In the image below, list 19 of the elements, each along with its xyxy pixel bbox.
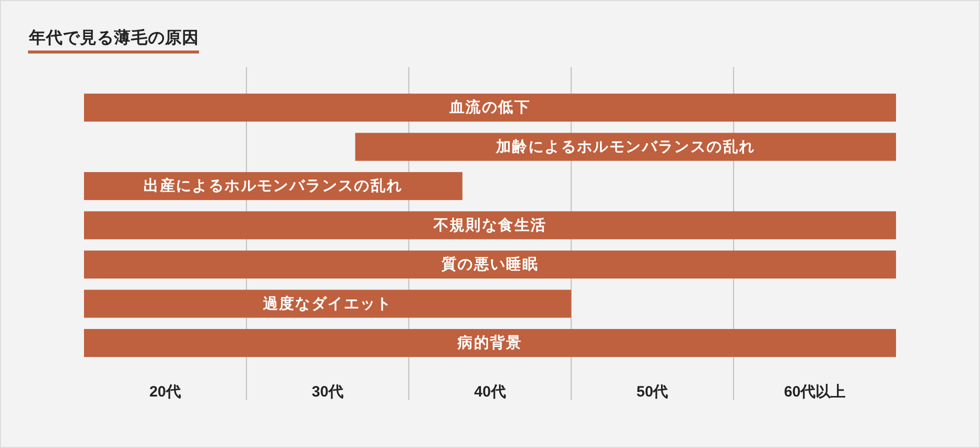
x-tick-label: 50代 bbox=[636, 384, 668, 400]
bar bbox=[84, 290, 572, 318]
chart-title: 年代で見る薄毛の原因 bbox=[28, 28, 199, 47]
bar bbox=[84, 94, 896, 122]
y-tick-label: 加齢によるホルモンバランスの乱れ bbox=[495, 138, 756, 156]
bar bbox=[84, 250, 896, 279]
y-tick-label: 不規則な食生活 bbox=[432, 216, 547, 234]
bar bbox=[84, 329, 896, 357]
y-tick-label: 質の悪い睡眠 bbox=[440, 255, 539, 274]
y-tick-label: 血流の低下 bbox=[448, 98, 530, 116]
x-tick-label: 40代 bbox=[474, 384, 506, 400]
bar bbox=[355, 132, 896, 161]
y-tick-label: 過度なダイエット bbox=[262, 294, 392, 312]
x-tick-label: 60代以上 bbox=[784, 384, 846, 400]
y-tick-label: 出産によるホルモンバランスの乱れ bbox=[144, 176, 403, 195]
x-tick-label: 20代 bbox=[149, 384, 182, 400]
x-tick-label: 30代 bbox=[312, 384, 344, 400]
bar bbox=[84, 211, 896, 240]
y-tick-label: 病的背景 bbox=[456, 334, 522, 352]
